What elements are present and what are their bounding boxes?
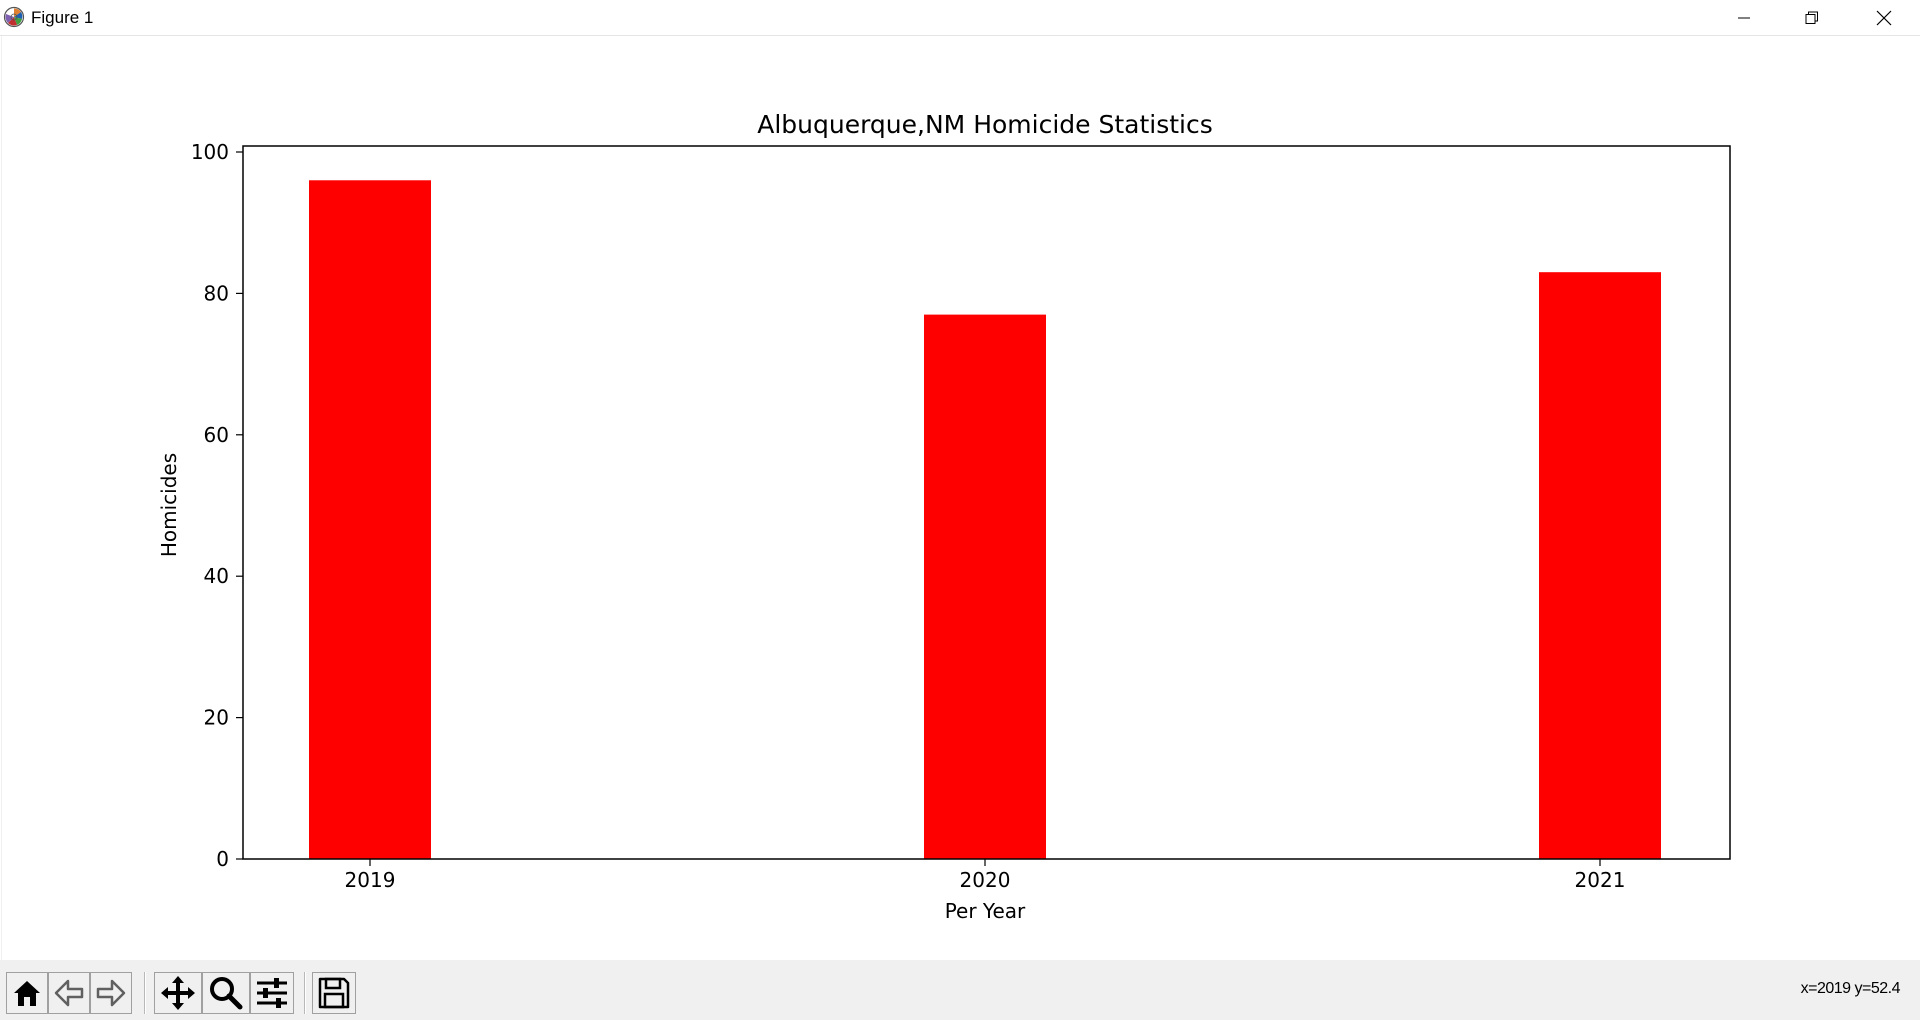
- restore-button[interactable]: [1778, 0, 1846, 36]
- x-axis-label: Per Year: [945, 899, 1026, 923]
- y-tick-label: 40: [204, 564, 229, 588]
- window-title: Figure 1: [31, 8, 94, 27]
- configure-subplots-icon: [257, 978, 287, 1008]
- y-tick-label: 0: [216, 847, 229, 871]
- forward-icon: [96, 979, 126, 1007]
- toolbar-separator: [304, 972, 306, 1014]
- window-titlebar: Figure 1: [0, 0, 1920, 36]
- matplotlib-icon: [3, 6, 25, 28]
- navigation-toolbar: [0, 960, 1920, 1020]
- minimize-button[interactable]: [1710, 0, 1778, 36]
- minimize-icon: [1738, 17, 1750, 19]
- back-button[interactable]: [48, 972, 90, 1014]
- restore-icon: [1805, 11, 1818, 24]
- y-axis-label: Homicides: [157, 453, 181, 557]
- close-button[interactable]: [1850, 0, 1918, 36]
- bar-chart: Albuquerque,NM Homicide Statistics Homic…: [157, 110, 1731, 923]
- zoom-icon: [210, 977, 243, 1010]
- y-tick-label: 100: [191, 140, 229, 164]
- home-button[interactable]: [6, 972, 48, 1014]
- back-icon: [54, 979, 84, 1007]
- pan-icon: [161, 976, 195, 1010]
- bar-2019: [309, 180, 431, 859]
- chart-title: Albuquerque,NM Homicide Statistics: [757, 110, 1213, 139]
- pan-button[interactable]: [154, 972, 202, 1014]
- x-tick-label: 2020: [960, 868, 1011, 892]
- toolbar-separator: [144, 972, 146, 1014]
- save-button[interactable]: [312, 972, 356, 1014]
- y-tick-label: 60: [204, 423, 229, 447]
- close-icon: [1876, 10, 1892, 26]
- y-tick-label: 20: [204, 706, 229, 730]
- configure-subplots-button[interactable]: [250, 972, 294, 1014]
- figure-canvas[interactable]: Albuquerque,NM Homicide Statistics Homic…: [1, 36, 1920, 960]
- save-icon: [318, 977, 350, 1009]
- home-icon: [14, 981, 40, 1006]
- x-tick-label: 2019: [345, 868, 396, 892]
- coordinate-readout: x=2019 y=52.4: [1800, 980, 1901, 997]
- x-tick-label: 2021: [1575, 868, 1626, 892]
- axes-frame: [242, 145, 1731, 860]
- forward-button[interactable]: [90, 972, 132, 1014]
- zoom-button[interactable]: [202, 972, 250, 1014]
- bar-2020: [924, 314, 1046, 859]
- bar-2021: [1539, 272, 1661, 859]
- y-tick-label: 80: [204, 281, 229, 305]
